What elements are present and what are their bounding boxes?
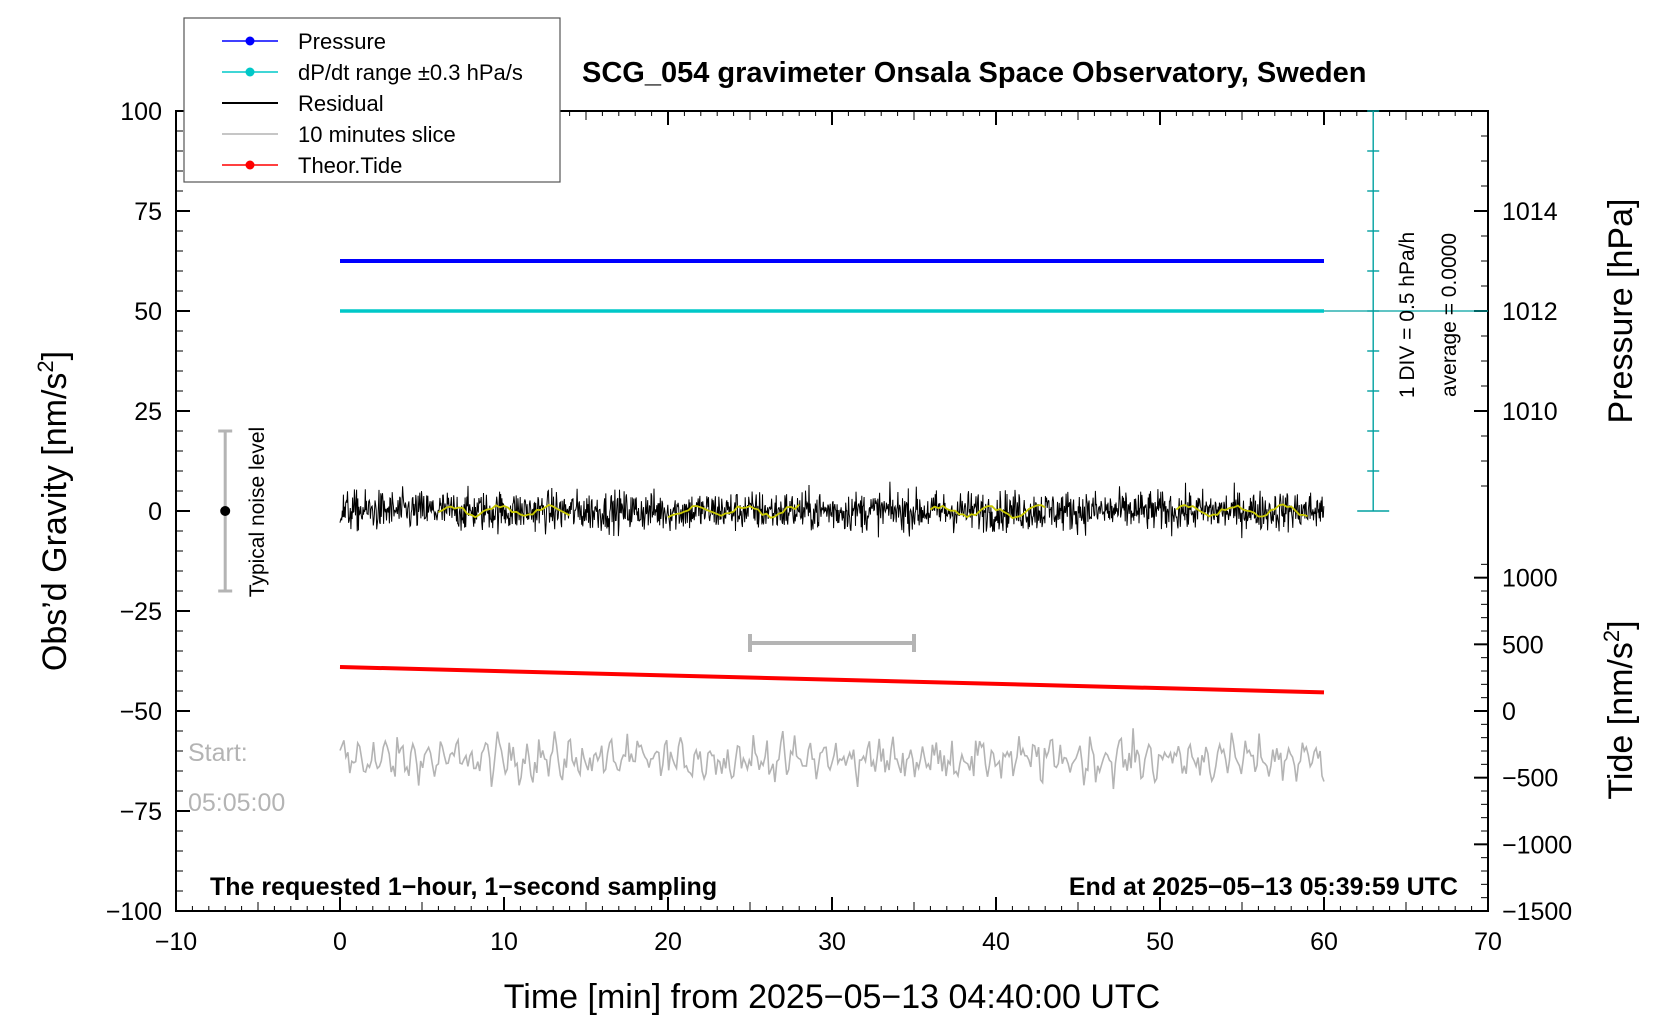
pressure-tick-label: 1010 xyxy=(1502,398,1558,426)
legend-entry-label: dP/dt range ±0.3 hPa/s xyxy=(298,60,523,85)
y-left-tick-label: −75 xyxy=(120,798,162,826)
tide-tick-label: −1000 xyxy=(1502,831,1572,859)
y-left-tick-label: 50 xyxy=(134,298,162,326)
x-tick-label: 20 xyxy=(654,928,682,956)
noise-level-label: Typical noise level xyxy=(246,427,269,597)
x-tick-label: 50 xyxy=(1146,928,1174,956)
note-left: The requested 1−hour, 1−second sampling xyxy=(210,873,717,901)
residual-series-line xyxy=(339,481,1325,539)
legend: Pressure dP/dt range ±0.3 hPa/s Residual 10… xyxy=(183,17,561,183)
left-axis-title-end: ] xyxy=(36,351,74,360)
legend-entry-label: Pressure xyxy=(298,29,386,54)
x-tick-label: 60 xyxy=(1310,928,1338,956)
dpdt-average-label: average = 0.0000 xyxy=(1438,233,1461,397)
legend-box xyxy=(183,17,561,183)
y-left-tick-label: −50 xyxy=(120,698,162,726)
x-tick-label: 70 xyxy=(1474,928,1502,956)
slice-series-line xyxy=(339,728,1325,790)
y-left-tick-label: 25 xyxy=(134,398,162,426)
x-tick-label: 40 xyxy=(982,928,1010,956)
noise-level-bar xyxy=(218,429,233,593)
dpdt-scale xyxy=(1324,110,1488,512)
x-tick-label: 10 xyxy=(490,928,518,956)
start-label-line2: 05:05:00 xyxy=(188,789,285,817)
left-axis-title: Obs’d Gravity [nm/s2] xyxy=(33,351,74,671)
tide-tick-label: 500 xyxy=(1502,631,1544,659)
legend-marker xyxy=(245,67,255,77)
tide-axis-title-main: Tide [nm/s xyxy=(1602,642,1640,799)
slice-marker xyxy=(748,634,916,652)
left-axis-title-main: Obs’d Gravity [nm/s xyxy=(36,373,74,672)
residual-smoothed-line xyxy=(667,503,800,519)
noise-bar-point xyxy=(220,506,231,516)
legend-entry-label: Theor.Tide xyxy=(298,153,402,178)
legend-marker xyxy=(245,160,255,170)
x-axis-title: Time [min] from 2025−05−13 04:40:00 UTC xyxy=(504,978,1160,1016)
y-left-tick-label: 75 xyxy=(134,198,162,226)
y-left-tick-label: −25 xyxy=(120,598,162,626)
left-axis-title-sup: 2 xyxy=(33,360,58,372)
residual-smoothed-line xyxy=(1175,503,1308,518)
x-tick-label: 30 xyxy=(818,928,846,956)
residual-smoothed-line xyxy=(929,504,1046,519)
tide-tick-label: −1500 xyxy=(1502,898,1572,926)
tide-tick-label: 1000 xyxy=(1502,565,1558,593)
pressure-tick-label: 1014 xyxy=(1502,198,1558,226)
tide-tick-label: 0 xyxy=(1502,698,1516,726)
pressure-tick-label: 1012 xyxy=(1502,298,1558,326)
series-layer xyxy=(339,259,1325,790)
tide-tick-label: −500 xyxy=(1502,765,1558,793)
tide-series-line xyxy=(339,665,1325,695)
legend-marker xyxy=(245,36,255,46)
pressure-axis-title: Pressure [hPa] xyxy=(1602,199,1640,424)
tide-axis-title-sup: 2 xyxy=(1599,630,1624,642)
tide-axis-title-end: ] xyxy=(1602,620,1640,629)
x-axis-ticks: −10 0 10 20 30 40 50 60 70 xyxy=(155,111,1502,956)
right-axis-ticks: 1010 1012 1014 −1500 −1000 −500 0 500 1000 xyxy=(1474,135,1572,926)
start-label-line1: Start: xyxy=(188,739,248,767)
chart-title: SCG_054 gravimeter Onsala Space Observat… xyxy=(582,57,1366,89)
legend-entry-label: Residual xyxy=(298,91,384,116)
y-left-tick-label: 0 xyxy=(148,498,162,526)
dpdt-div-label: 1 DIV = 0.5 hPa/h xyxy=(1396,232,1419,398)
residual-smoothed-line xyxy=(438,503,571,519)
x-tick-label: −10 xyxy=(155,928,197,956)
tide-axis-title: Tide [nm/s2] xyxy=(1599,620,1640,799)
y-left-tick-label: 100 xyxy=(120,98,162,126)
legend-entry-label: 10 minutes slice xyxy=(298,122,456,147)
x-tick-label: 0 xyxy=(333,928,347,956)
note-right: End at 2025−05−13 05:39:59 UTC xyxy=(1069,873,1458,901)
left-axis-ticks: −100 −75 −50 −25 0 25 50 75 100 xyxy=(106,98,190,926)
y-left-tick-label: −100 xyxy=(106,898,162,926)
